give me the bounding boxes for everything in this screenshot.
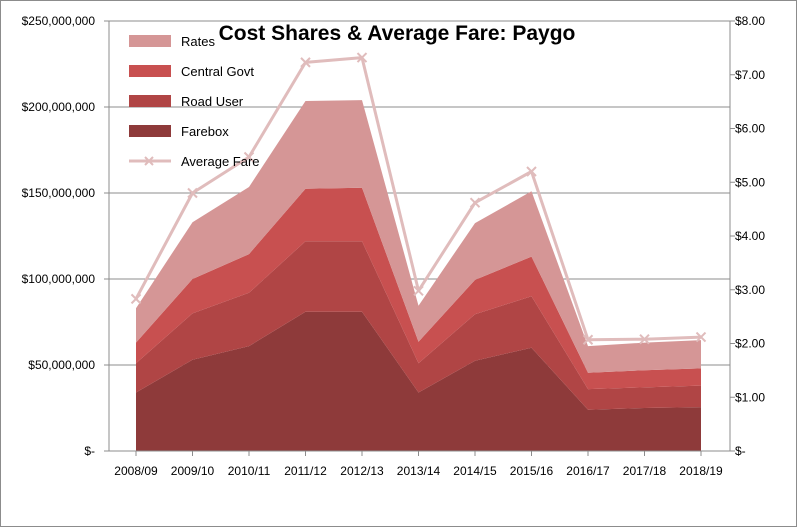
- marker-stroke: [526, 166, 537, 177]
- axes: [104, 20, 735, 456]
- y-right-tick-label: $4.00: [735, 229, 765, 243]
- y-right-tick-label: $-: [735, 444, 746, 458]
- y-left-tick-label: $250,000,000: [22, 14, 96, 28]
- tick-labels: $- $50,000,000 $100,000,000 $150,000,000 $20…: [22, 14, 766, 478]
- y-left-tick-label: $150,000,000: [22, 186, 96, 200]
- y-left-tick-label: $200,000,000: [22, 100, 96, 114]
- marker-stroke: [187, 187, 198, 199]
- x-tick-label: 2015/16: [510, 464, 554, 478]
- legend-swatch: [129, 125, 171, 137]
- average-fare-series: [130, 52, 707, 345]
- legend-marker: [144, 156, 154, 166]
- marker-stroke: [300, 57, 311, 68]
- y-right-tick-label: $8.00: [735, 14, 765, 28]
- marker-stroke: [639, 333, 650, 345]
- x-tick-label: 2012/13: [340, 464, 384, 478]
- legend-label: Road User: [181, 94, 244, 109]
- x-tick-label: 2014/15: [453, 464, 497, 478]
- y-left-tick-label: $-: [84, 444, 95, 458]
- legend-item-average-fare: Average Fare: [129, 154, 260, 169]
- y-right-tick-label: $1.00: [735, 390, 765, 404]
- average-fare-marker: [639, 333, 650, 345]
- average-fare-marker: [300, 57, 311, 68]
- legend-item-farebox: Farebox: [129, 124, 229, 139]
- legend-label: Farebox: [181, 124, 229, 139]
- average-fare-marker: [243, 151, 255, 163]
- legend-swatch: [129, 35, 171, 47]
- x-tick-label: 2008/09: [114, 464, 158, 478]
- y-left-tick-label: $50,000,000: [28, 358, 95, 372]
- y-right-tick-label: $2.00: [735, 337, 765, 351]
- x-tick-label: 2017/18: [623, 464, 667, 478]
- average-fare-marker: [469, 197, 481, 208]
- area-central-govt: [136, 187, 701, 390]
- legend-label: Rates: [181, 34, 215, 49]
- average-fare-marker: [413, 285, 424, 297]
- marker-stroke: [695, 331, 707, 343]
- average-fare-marker: [187, 187, 198, 199]
- area-rates: [136, 100, 701, 373]
- area-series: [136, 100, 701, 451]
- legend: Rates Central Govt Road User Farebox Average…: [129, 34, 260, 169]
- x-tick-label: 2010/11: [228, 464, 271, 478]
- marker-stroke: [356, 52, 368, 63]
- average-fare-marker: [695, 331, 707, 343]
- x-tick-label: 2011/12: [284, 464, 327, 478]
- marker-stroke: [469, 197, 481, 208]
- x-tick-label: 2018/19: [679, 464, 723, 478]
- x-tick-label: 2016/17: [566, 464, 610, 478]
- legend-item-road-user: Road User: [129, 94, 244, 109]
- area-farebox: [136, 311, 701, 451]
- x-tick-label: 2013/14: [397, 464, 441, 478]
- x-tick-label: 2009/10: [171, 464, 215, 478]
- average-fare-marker: [582, 334, 594, 345]
- y-left-tick-label: $100,000,000: [22, 272, 96, 286]
- legend-item-rates: Rates: [129, 34, 215, 49]
- marker-stroke: [130, 293, 142, 305]
- marker-stroke: [243, 151, 255, 163]
- marker-stroke: [413, 285, 424, 297]
- legend-label: Average Fare: [181, 154, 260, 169]
- average-fare-marker: [356, 52, 368, 63]
- legend-swatch: [129, 95, 171, 107]
- average-fare-marker: [130, 293, 142, 305]
- average-fare-marker: [526, 166, 537, 177]
- y-right-tick-label: $6.00: [735, 122, 765, 136]
- legend-swatch: [129, 65, 171, 77]
- y-right-tick-label: $7.00: [735, 68, 765, 82]
- y-right-tick-label: $3.00: [735, 283, 765, 297]
- chart-title: Cost Shares & Average Fare: Paygo: [219, 22, 576, 45]
- legend-label: Central Govt: [181, 64, 254, 79]
- area-road-user: [136, 241, 701, 410]
- legend-item-central-govt: Central Govt: [129, 64, 254, 79]
- y-right-tick-label: $5.00: [735, 175, 765, 189]
- marker-stroke: [582, 334, 594, 345]
